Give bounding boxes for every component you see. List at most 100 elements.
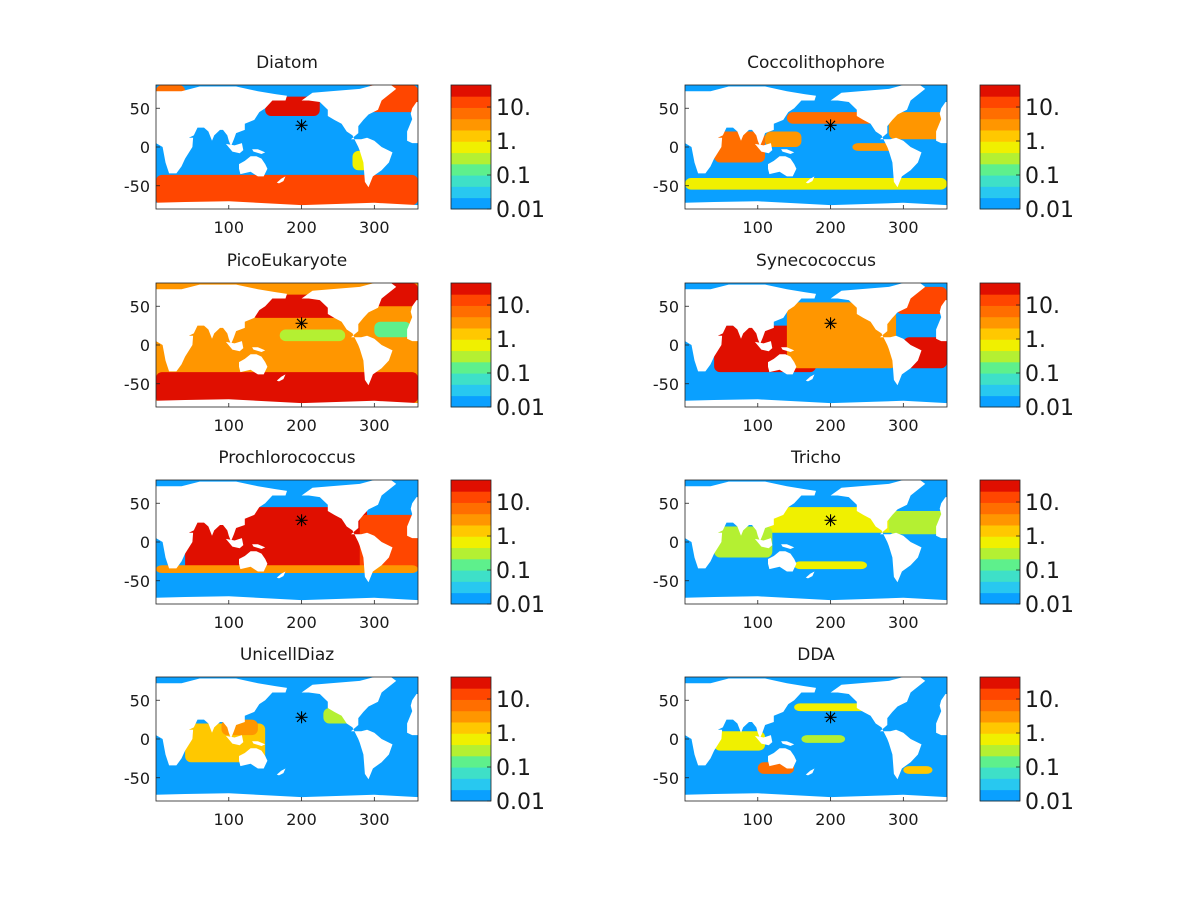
colorbar-tick-label: 0.01: [496, 396, 545, 421]
land-mask: [225, 143, 244, 154]
land-mask: [252, 544, 266, 549]
colorbar-band: [980, 536, 1020, 549]
station-marker: [824, 119, 837, 132]
colorbar-frame: [979, 479, 1021, 605]
concentration-patch: [156, 372, 418, 404]
colorbar-band: [451, 767, 491, 779]
land-mask: [805, 768, 815, 776]
land-mask: [781, 347, 795, 352]
colorbar: 10. 1. 0.1 0.01: [979, 479, 1074, 618]
colorbar-band: [451, 677, 491, 689]
subplot-title: DDA: [797, 645, 835, 665]
colorbar-band: [451, 163, 491, 176]
colorbar-band: [451, 130, 491, 142]
y-tick-label: 0: [669, 730, 679, 749]
colorbar-band: [980, 316, 1020, 329]
concentration-patch: [685, 178, 947, 190]
land-mask: [156, 86, 287, 174]
land-mask: [225, 341, 244, 352]
colorbar-band: [451, 592, 491, 605]
colorbar-tick-label: 0.01: [1025, 198, 1074, 223]
colorbar-tick-label: 1.: [1025, 525, 1046, 550]
colorbar: 10. 1. 0.1 0.01: [979, 84, 1074, 223]
concentration-patch: [794, 703, 875, 712]
land-mask: [685, 399, 947, 407]
colorbar-band: [980, 592, 1020, 605]
x-tick-label: 300: [359, 218, 390, 237]
land-mask: [685, 201, 947, 209]
station-marker: [295, 514, 308, 527]
colorbar-band: [451, 502, 491, 515]
land-mask: [407, 102, 418, 144]
colorbar-band: [451, 789, 491, 802]
y-tick-label: 0: [669, 336, 679, 355]
colorbar-band: [980, 130, 1020, 142]
land-mask: [685, 86, 816, 174]
colorbar-band: [451, 305, 491, 318]
land-mask: [276, 768, 286, 776]
land-mask: [685, 596, 947, 604]
subplot-title: PicoEukaryote: [227, 251, 347, 271]
land-mask: [407, 694, 418, 736]
map-body: [156, 85, 418, 209]
land-mask: [239, 551, 268, 572]
colorbar-tick-label: 0.1: [496, 756, 531, 781]
colorbar-tick-label: 0.01: [1025, 790, 1074, 815]
subplot-title: Synecococcus: [756, 251, 876, 271]
x-tick-label: 300: [888, 416, 919, 435]
subplot-title: Tricho: [790, 448, 841, 468]
colorbar-band: [451, 361, 491, 374]
concentration-patch: [156, 174, 418, 206]
colorbar-band: [451, 744, 491, 757]
colorbar-band: [451, 373, 491, 385]
colorbar-tick-label: 1.: [1025, 130, 1046, 155]
colorbar-band: [451, 699, 491, 712]
y-tick-label: 0: [140, 138, 150, 157]
colorbar-band: [980, 722, 1020, 734]
land-mask: [936, 300, 947, 342]
colorbar: 10. 1. 0.1 0.01: [979, 282, 1074, 421]
y-tick-label: 50: [659, 494, 679, 513]
colorbar-band: [980, 294, 1020, 306]
colorbar-band: [980, 186, 1020, 199]
colorbar-band: [980, 525, 1020, 537]
colorbar-band: [980, 480, 1020, 492]
colorbar-band: [451, 141, 491, 154]
y-tick-label: 50: [130, 99, 150, 118]
land-mask: [936, 497, 947, 539]
colorbar-band: [451, 570, 491, 582]
land-mask: [830, 480, 926, 583]
colorbar-tick-label: 0.1: [496, 559, 531, 584]
colorbar-band: [451, 316, 491, 329]
land-mask: [936, 694, 947, 736]
x-tick-label: 200: [815, 613, 846, 632]
land-mask: [225, 538, 244, 549]
subplot-picoeukaryote: PicoEukaryote 100 200 300 50 0 -50 10. 1. 0.1 0.01: [124, 251, 545, 435]
land-mask: [252, 741, 266, 746]
station-marker: [295, 317, 308, 330]
colorbar-band: [451, 722, 491, 734]
colorbar-band: [980, 175, 1020, 187]
colorbar-tick-label: 10.: [1025, 491, 1060, 516]
land-mask: [685, 678, 816, 766]
map-body: [156, 480, 418, 604]
colorbar-band: [980, 744, 1020, 757]
colorbar-tick-label: 0.1: [1025, 559, 1060, 584]
land-mask: [754, 735, 773, 746]
colorbar-band: [451, 395, 491, 408]
colorbar-band: [980, 305, 1020, 318]
colorbar-band: [980, 581, 1020, 594]
x-tick-label: 300: [359, 416, 390, 435]
colorbar-band: [451, 536, 491, 549]
concentration-patch: [714, 131, 766, 163]
x-tick-label: 200: [815, 416, 846, 435]
y-tick-label: -50: [124, 572, 150, 591]
x-tick-label: 300: [359, 613, 390, 632]
colorbar-band: [451, 197, 491, 210]
colorbar-band: [451, 513, 491, 526]
colorbar-frame: [450, 676, 492, 802]
colorbar-band: [451, 733, 491, 746]
map-body: [156, 677, 418, 801]
land-mask: [225, 735, 244, 746]
colorbar-band: [980, 384, 1020, 397]
